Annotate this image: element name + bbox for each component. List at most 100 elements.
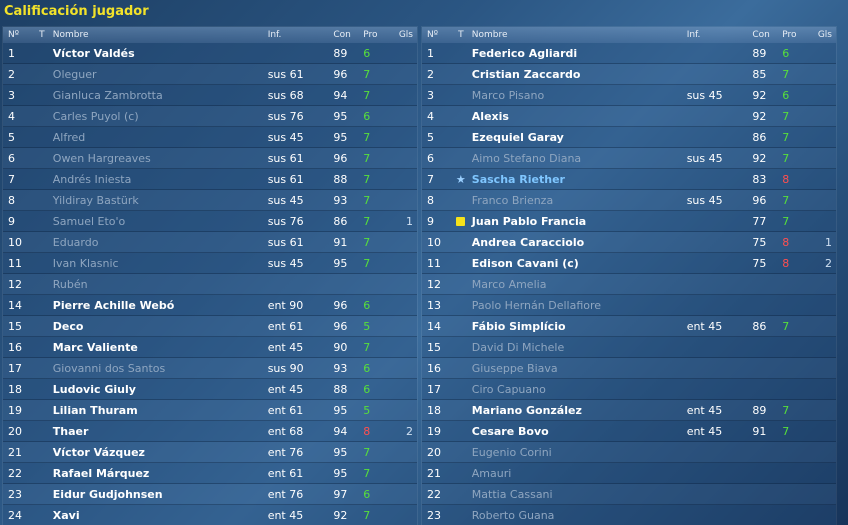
player-name[interactable]: Eugenio Corini: [471, 445, 552, 459]
player-row[interactable]: 21 Amauri: [422, 463, 836, 484]
player-row[interactable]: 10 Eduardo sus 61 91 7: [3, 232, 417, 253]
player-row[interactable]: 14 Fábio Simplício ent 45 86 7: [422, 316, 836, 337]
player-row[interactable]: 23 Roberto Guana: [422, 505, 836, 525]
player-row[interactable]: 3 Marco Pisano sus 45 92 6: [422, 85, 836, 106]
player-row[interactable]: 12 Marco Amelia: [422, 274, 836, 295]
player-name[interactable]: Carles Puyol (c): [52, 109, 139, 123]
player-row[interactable]: 18 Mariano González ent 45 89 7: [422, 400, 836, 421]
player-name[interactable]: Rafael Márquez: [52, 466, 150, 480]
player-row[interactable]: 4 Carles Puyol (c) sus 76 95 6: [3, 106, 417, 127]
player-name[interactable]: Marco Amelia: [471, 277, 547, 291]
player-name[interactable]: Ivan Klasnic: [52, 256, 119, 270]
col-header-t[interactable]: T: [39, 30, 45, 40]
player-row[interactable]: 22 Mattia Cassani: [422, 484, 836, 505]
col-header-inf[interactable]: Inf.: [267, 30, 282, 40]
player-row[interactable]: 5 Alfred sus 45 95 7: [3, 127, 417, 148]
player-row[interactable]: 1 Víctor Valdés 89 6: [3, 43, 417, 64]
player-row[interactable]: 19 Lilian Thuram ent 61 95 5: [3, 400, 417, 421]
player-row[interactable]: 7 Andrés Iniesta sus 61 88 7: [3, 169, 417, 190]
player-name[interactable]: Ciro Capuano: [471, 382, 546, 396]
player-row[interactable]: 16 Marc Valiente ent 45 90 7: [3, 337, 417, 358]
player-row[interactable]: 14 Pierre Achille Webó ent 90 96 6: [3, 295, 417, 316]
player-name[interactable]: Juan Pablo Francia: [471, 214, 587, 228]
player-row[interactable]: 16 Giuseppe Biava: [422, 358, 836, 379]
player-name[interactable]: Alfred: [52, 130, 86, 144]
col-header-gls[interactable]: Gls: [817, 30, 832, 40]
player-name[interactable]: Eidur Gudjohnsen: [52, 487, 163, 501]
player-row[interactable]: 8 Yildiray Bastürk sus 45 93 7: [3, 190, 417, 211]
player-row[interactable]: 1 Federico Agliardi 89 6: [422, 43, 836, 64]
player-row[interactable]: 17 Ciro Capuano: [422, 379, 836, 400]
player-name[interactable]: Giuseppe Biava: [471, 361, 558, 375]
col-header-pro[interactable]: Pro: [363, 30, 378, 40]
player-row[interactable]: 20 Eugenio Corini: [422, 442, 836, 463]
col-header-con[interactable]: Con: [752, 30, 770, 40]
player-name[interactable]: Sascha Riether: [471, 172, 565, 186]
player-row[interactable]: 6 Aimo Stefano Diana sus 45 92 7: [422, 148, 836, 169]
player-row[interactable]: 5 Ezequiel Garay 86 7: [422, 127, 836, 148]
col-header-num[interactable]: Nº: [427, 30, 438, 40]
col-header-t[interactable]: T: [458, 30, 464, 40]
player-row[interactable]: 23 Eidur Gudjohnsen ent 76 97 6: [3, 484, 417, 505]
player-row[interactable]: 6 Owen Hargreaves sus 61 96 7: [3, 148, 417, 169]
player-name[interactable]: Fábio Simplício: [471, 319, 566, 333]
player-row[interactable]: 3 Gianluca Zambrotta sus 68 94 7: [3, 85, 417, 106]
player-name[interactable]: Roberto Guana: [471, 508, 555, 522]
player-name[interactable]: Cristian Zaccardo: [471, 67, 581, 81]
player-row[interactable]: 13 Paolo Hernán Dellafiore: [422, 295, 836, 316]
player-row[interactable]: 22 Rafael Márquez ent 61 95 7: [3, 463, 417, 484]
player-row[interactable]: 12 Rubén: [3, 274, 417, 295]
player-name[interactable]: Rubén: [52, 277, 88, 291]
player-name[interactable]: Xavi: [52, 508, 80, 522]
player-name[interactable]: Paolo Hernán Dellafiore: [471, 298, 602, 312]
player-name[interactable]: Lilian Thuram: [52, 403, 138, 417]
player-name[interactable]: Víctor Vázquez: [52, 445, 145, 459]
player-name[interactable]: Pierre Achille Webó: [52, 298, 175, 312]
player-row[interactable]: 15 David Di Michele: [422, 337, 836, 358]
player-row[interactable]: 9 Samuel Eto'o sus 76 86 7 1: [3, 211, 417, 232]
player-row[interactable]: 10 Andrea Caracciolo 75 8 1: [422, 232, 836, 253]
player-name[interactable]: Andrés Iniesta: [52, 172, 132, 186]
col-header-num[interactable]: Nº: [8, 30, 19, 40]
player-name[interactable]: Mariano González: [471, 403, 582, 417]
player-name[interactable]: Owen Hargreaves: [52, 151, 151, 165]
col-header-gls[interactable]: Gls: [398, 30, 413, 40]
player-row[interactable]: 24 Xavi ent 45 92 7: [3, 505, 417, 525]
player-name[interactable]: Cesare Bovo: [471, 424, 549, 438]
player-row[interactable]: 11 Edison Cavani (c) 75 8 2: [422, 253, 836, 274]
player-name[interactable]: Federico Agliardi: [471, 46, 578, 60]
player-row[interactable]: 11 Ivan Klasnic sus 45 95 7: [3, 253, 417, 274]
player-name[interactable]: Aimo Stefano Diana: [471, 151, 582, 165]
player-row[interactable]: 2 Oleguer sus 61 96 7: [3, 64, 417, 85]
col-header-inf[interactable]: Inf.: [686, 30, 701, 40]
player-name[interactable]: Víctor Valdés: [52, 46, 135, 60]
player-name[interactable]: Gianluca Zambrotta: [52, 88, 163, 102]
player-row[interactable]: 19 Cesare Bovo ent 45 91 7: [422, 421, 836, 442]
player-name[interactable]: Amauri: [471, 466, 512, 480]
player-row[interactable]: 15 Deco ent 61 96 5: [3, 316, 417, 337]
player-name[interactable]: Franco Brienza: [471, 193, 554, 207]
player-row[interactable]: 21 Víctor Vázquez ent 76 95 7: [3, 442, 417, 463]
player-name[interactable]: Oleguer: [52, 67, 97, 81]
col-header-name[interactable]: Nombre: [52, 30, 89, 40]
player-row[interactable]: 4 Alexis 92 7: [422, 106, 836, 127]
player-row[interactable]: 7 ★ Sascha Riether 83 8: [422, 169, 836, 190]
player-name[interactable]: Mattia Cassani: [471, 487, 553, 501]
player-name[interactable]: Deco: [52, 319, 84, 333]
player-name[interactable]: Thaer: [52, 424, 89, 438]
player-name[interactable]: Yildiray Bastürk: [52, 193, 139, 207]
player-name[interactable]: Ezequiel Garay: [471, 130, 564, 144]
player-name[interactable]: Giovanni dos Santos: [52, 361, 166, 375]
player-name[interactable]: Edison Cavani (c): [471, 256, 579, 270]
player-row[interactable]: 20 Thaer ent 68 94 8 2: [3, 421, 417, 442]
player-row[interactable]: 18 Ludovic Giuly ent 45 88 6: [3, 379, 417, 400]
player-name[interactable]: Eduardo: [52, 235, 99, 249]
player-row[interactable]: 8 Franco Brienza sus 45 96 7: [422, 190, 836, 211]
col-header-con[interactable]: Con: [333, 30, 351, 40]
player-name[interactable]: David Di Michele: [471, 340, 565, 354]
col-header-name[interactable]: Nombre: [471, 30, 508, 40]
col-header-pro[interactable]: Pro: [782, 30, 797, 40]
player-name[interactable]: Marco Pisano: [471, 88, 545, 102]
player-row[interactable]: 17 Giovanni dos Santos sus 90 93 6: [3, 358, 417, 379]
player-name[interactable]: Samuel Eto'o: [52, 214, 126, 228]
